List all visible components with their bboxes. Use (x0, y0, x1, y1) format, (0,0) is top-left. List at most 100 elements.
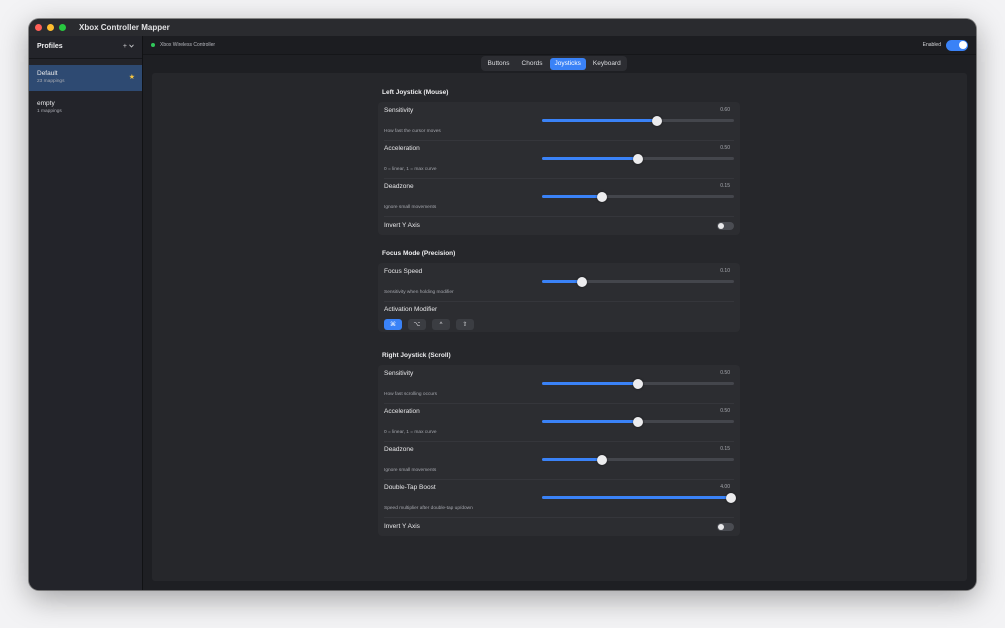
main-area: Buttons Chords Joysticks Keyboard Left J… (143, 55, 976, 590)
minimize-window-button[interactable] (47, 24, 54, 31)
connected-indicator-icon (151, 43, 155, 47)
controller-status: Xbox Wireless Controller (151, 42, 215, 48)
left-deadzone-row: Deadzone 0.15 Ignore small movements (378, 178, 740, 216)
setting-value: 0.50 (720, 408, 730, 414)
profile-name: empty (37, 100, 55, 107)
setting-description: How fast the cursor moves (384, 129, 441, 134)
right-invert-row: Invert Y Axis (378, 517, 740, 536)
focus-speed-slider[interactable] (542, 276, 734, 287)
tab-chords[interactable]: Chords (521, 59, 543, 67)
slider-fill (542, 382, 638, 385)
sidebar-divider (29, 58, 142, 59)
slider-knob[interactable] (726, 492, 736, 503)
tab-keyboard[interactable]: Keyboard (592, 59, 621, 67)
slider-knob[interactable] (596, 191, 607, 202)
right-sensitivity-slider[interactable] (542, 378, 734, 389)
section-title-right-joystick: Right Joystick (Scroll) (382, 352, 451, 359)
add-profile-button[interactable]: + (123, 43, 134, 50)
row-divider (384, 479, 734, 480)
tab-bar: Buttons Chords Joysticks Keyboard (481, 56, 628, 71)
right-deadzone-row: Deadzone 0.15 Ignore small movements (378, 441, 740, 479)
row-divider (384, 301, 734, 302)
slider-fill (542, 458, 602, 461)
double-tap-boost-slider[interactable] (542, 492, 736, 503)
enabled-control: Enabled (922, 39, 968, 51)
setting-label: Activation Modifier (384, 306, 438, 313)
setting-description: Speed multiplier after double-tap up/dow… (384, 506, 473, 511)
tab-joysticks[interactable]: Joysticks (549, 57, 586, 70)
window-title: Xbox Controller Mapper (79, 23, 170, 32)
slider-knob[interactable] (633, 416, 643, 427)
profile-name: Default (37, 70, 58, 77)
setting-label: Acceleration (384, 408, 420, 415)
sidebar-header: Profiles + (29, 36, 142, 56)
right-acceleration-slider[interactable] (542, 416, 734, 427)
slider-knob[interactable] (577, 276, 588, 287)
slider-fill (542, 280, 583, 283)
chevron-down-icon (129, 44, 134, 48)
title-bar: Xbox Controller Mapper (29, 19, 976, 36)
setting-label: Invert Y Axis (384, 523, 420, 530)
right-sensitivity-row: Sensitivity 0.50 How fast scrolling occu… (378, 365, 740, 403)
enabled-toggle[interactable] (946, 39, 968, 51)
profile-item-empty[interactable]: empty 1 mappings (29, 95, 142, 121)
modifier-selector: ⌘ ⌥ ^ ⇧ (384, 319, 474, 330)
slider-fill (542, 496, 734, 499)
shift-modifier-button[interactable]: ⇧ (456, 319, 474, 330)
app-window: Xbox Controller Mapper Profiles + Defaul… (29, 19, 976, 590)
right-joystick-card: Sensitivity 0.50 How fast scrolling occu… (378, 365, 740, 536)
right-boost-row: Double-Tap Boost 4.00 Speed multiplier a… (378, 479, 740, 517)
sidebar-title: Profiles (37, 42, 63, 50)
setting-value: 0.50 (720, 145, 730, 151)
setting-label: Focus Speed (384, 268, 423, 275)
setting-description: 0 = linear, 1 = max curve (384, 430, 437, 435)
zoom-window-button[interactable] (59, 24, 66, 31)
enabled-label: Enabled (922, 42, 941, 48)
setting-label: Invert Y Axis (384, 222, 420, 229)
close-window-button[interactable] (35, 24, 42, 31)
slider-knob[interactable] (633, 153, 643, 164)
right-deadzone-slider[interactable] (542, 454, 734, 465)
setting-description: Ignore small movements (384, 468, 437, 473)
row-divider (384, 403, 734, 404)
command-modifier-button[interactable]: ⌘ (384, 319, 402, 330)
left-acceleration-slider[interactable] (542, 153, 734, 164)
control-modifier-button[interactable]: ^ (432, 319, 450, 330)
left-acceleration-row: Acceleration 0.50 0 = linear, 1 = max cu… (378, 140, 740, 178)
left-invert-y-toggle[interactable] (717, 222, 734, 230)
section-title-left-joystick: Left Joystick (Mouse) (382, 89, 449, 96)
left-joystick-card: Sensitivity 0.60 How fast the cursor mov… (378, 102, 740, 235)
row-divider (384, 441, 734, 442)
star-icon[interactable]: ★ (128, 74, 135, 81)
activation-modifier-row: Activation Modifier ⌘ ⌥ ^ ⇧ (378, 301, 740, 332)
setting-value: 0.50 (720, 370, 730, 376)
setting-description: Sensitivity when holding modifier (384, 290, 454, 295)
profiles-sidebar: Profiles + Default 23 mappings ★ empty 1… (29, 36, 143, 590)
slider-knob[interactable] (596, 454, 607, 465)
row-divider (384, 216, 734, 217)
controller-name: Xbox Wireless Controller (160, 42, 216, 48)
focus-speed-row: Focus Speed 0.10 Sensitivity when holdin… (378, 263, 740, 301)
left-deadzone-slider[interactable] (542, 191, 734, 202)
right-invert-y-toggle[interactable] (717, 523, 734, 531)
slider-fill (542, 195, 602, 198)
setting-label: Double-Tap Boost (384, 484, 436, 491)
plus-icon: + (122, 42, 127, 50)
setting-label: Acceleration (384, 145, 420, 152)
setting-value: 4.00 (720, 484, 730, 490)
slider-knob[interactable] (633, 378, 643, 389)
left-sensitivity-slider[interactable] (542, 115, 734, 126)
tab-buttons[interactable]: Buttons (487, 59, 510, 67)
section-title-focus-mode: Focus Mode (Precision) (382, 250, 456, 257)
slider-fill (542, 119, 658, 122)
setting-label: Deadzone (384, 183, 414, 190)
profile-mapping-count: 23 mappings (37, 79, 65, 84)
profile-item-default[interactable]: Default 23 mappings ★ (29, 65, 142, 91)
option-modifier-button[interactable]: ⌥ (408, 319, 426, 330)
setting-description: 0 = linear, 1 = max curve (384, 167, 437, 172)
row-divider (384, 517, 734, 518)
top-bar: Xbox Wireless Controller Enabled (143, 36, 976, 55)
slider-knob[interactable] (652, 115, 663, 126)
setting-description: How fast scrolling occurs (384, 392, 438, 397)
setting-label: Sensitivity (384, 107, 414, 114)
